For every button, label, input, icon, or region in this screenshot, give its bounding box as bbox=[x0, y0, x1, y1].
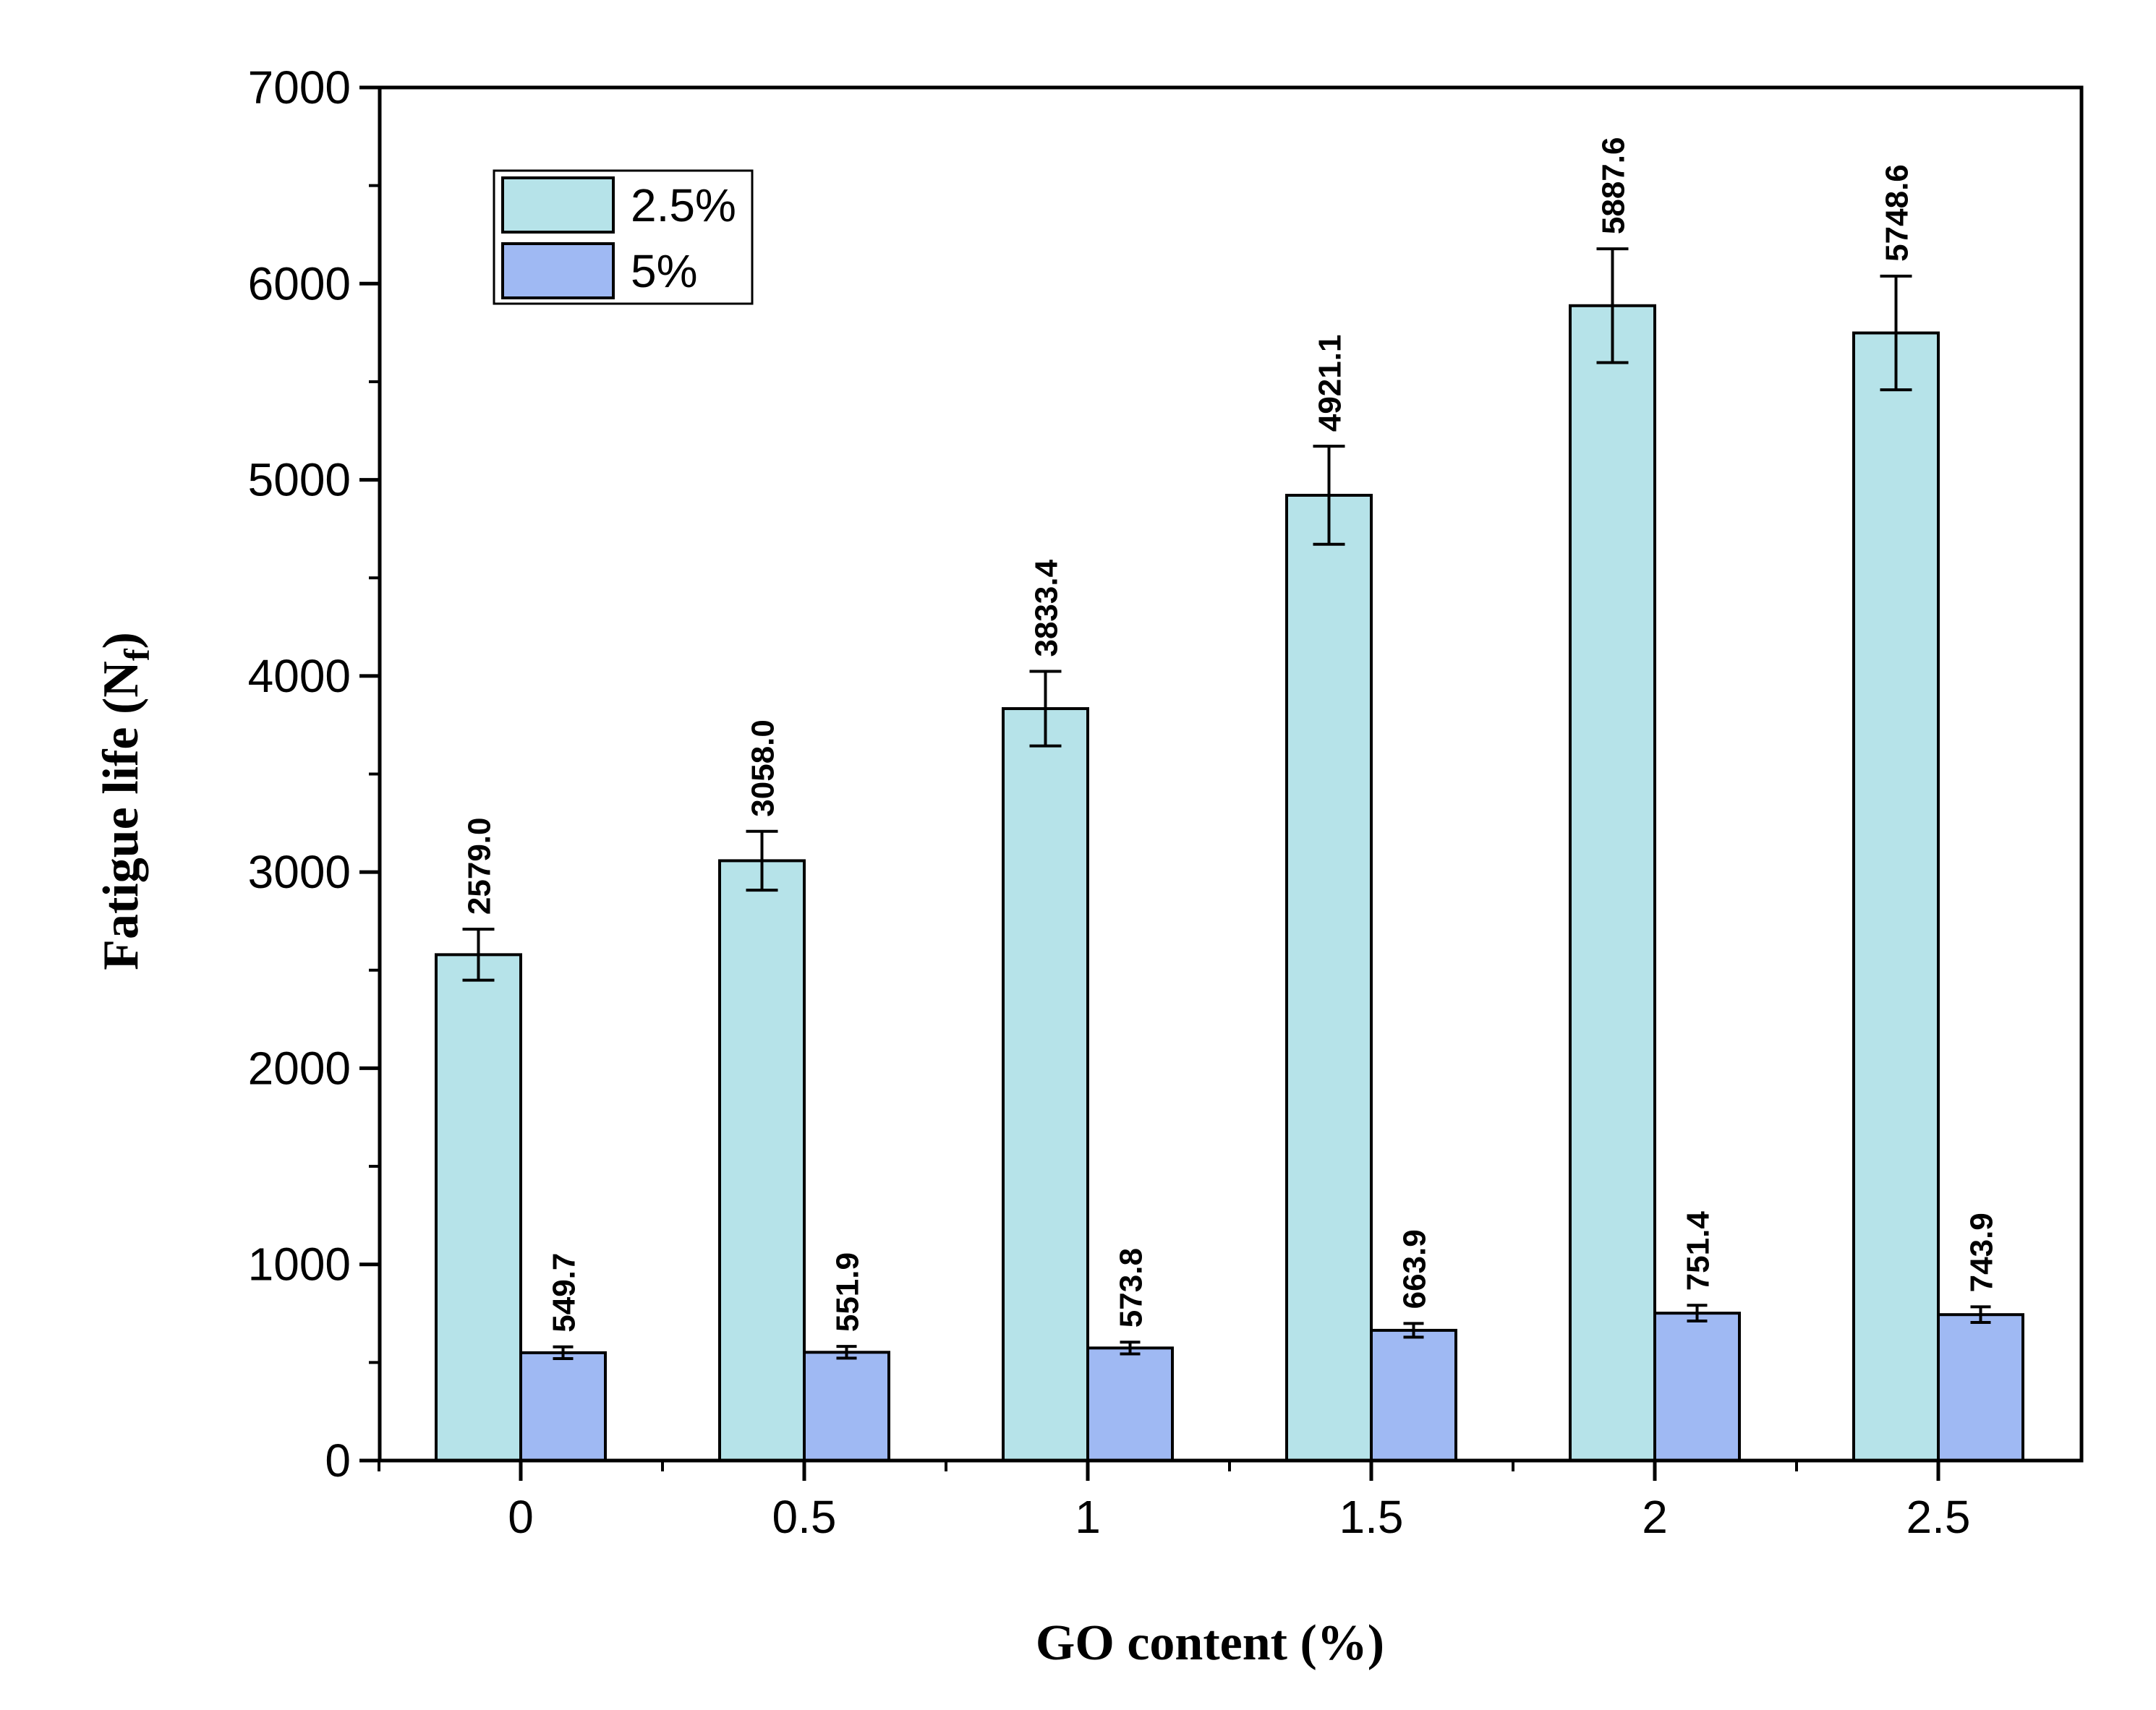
y-axis-title: Fatigue life (Nf) bbox=[93, 632, 157, 970]
y-tick-label-3000: 3000 bbox=[248, 846, 351, 898]
error-bar-5-percent-2 bbox=[1687, 1304, 1708, 1323]
y-tick-label-2000: 2000 bbox=[248, 1042, 351, 1094]
axes-layer: 0 1000 2000 3000 4000 5000 6000 7000 0 0.5 1 1.5 2 2.… bbox=[248, 61, 2084, 1543]
x-tick-label-2-5: 2.5 bbox=[1906, 1491, 1971, 1543]
data-label-2-5-percent-2-5: 5748.6 bbox=[1880, 164, 1915, 262]
bars-layer bbox=[435, 304, 2024, 1463]
error-bar-2-5-percent-0 bbox=[462, 928, 495, 982]
error-bar-2-5-percent-0-5 bbox=[746, 829, 778, 892]
bar-2-5-percent-2 bbox=[1569, 304, 1656, 1463]
y-tick-label-4000: 4000 bbox=[248, 650, 351, 702]
error-bar-2-5-percent-2 bbox=[1596, 247, 1629, 364]
error-bar-5-percent-1 bbox=[1120, 1341, 1141, 1356]
legend-swatch-2-5-percent bbox=[501, 176, 615, 234]
bar-2-5-percent-1 bbox=[1002, 707, 1089, 1462]
data-label-2-5-percent-0: 2579.0 bbox=[462, 818, 498, 915]
y-axis-title-main: Fatigue life (N bbox=[93, 661, 149, 970]
error-bar-2-5-percent-2-5 bbox=[1880, 274, 1912, 392]
bar-5-percent-0-5 bbox=[803, 1351, 890, 1463]
legend-swatch-5-percent bbox=[501, 242, 615, 299]
bar-2-5-percent-1-5 bbox=[1285, 493, 1373, 1463]
y-tick-label-7000: 7000 bbox=[248, 61, 351, 114]
data-label-2-5-percent-1-5: 4921.1 bbox=[1313, 335, 1348, 432]
x-tick-label-0-5: 0.5 bbox=[772, 1491, 837, 1543]
legend-label-5-percent: 5% bbox=[631, 245, 698, 297]
data-label-2-5-percent-2: 5887.6 bbox=[1596, 137, 1632, 235]
data-label-5-percent-2: 751.4 bbox=[1681, 1211, 1716, 1291]
error-bar-5-percent-0 bbox=[553, 1345, 574, 1361]
bar-5-percent-2 bbox=[1653, 1312, 1741, 1462]
y-tick-label-1000: 1000 bbox=[248, 1239, 351, 1291]
bar-5-percent-1-5 bbox=[1370, 1328, 1457, 1463]
data-label-2-5-percent-1: 3833.4 bbox=[1029, 559, 1065, 657]
data-label-5-percent-1: 573.8 bbox=[1114, 1248, 1149, 1328]
error-bar-5-percent-2-5 bbox=[1970, 1305, 1991, 1325]
bar-2-5-percent-0 bbox=[435, 953, 522, 1462]
y-tick-label-0: 0 bbox=[325, 1435, 351, 1487]
legend-label-2-5-percent: 2.5% bbox=[631, 179, 736, 231]
data-label-2-5-percent-0-5: 3058.0 bbox=[746, 719, 781, 817]
x-tick-label-2: 2 bbox=[1642, 1491, 1668, 1543]
error-bar-2-5-percent-1-5 bbox=[1313, 445, 1345, 546]
data-label-5-percent-2-5: 743.9 bbox=[1964, 1213, 2000, 1292]
y-tick-label-6000: 6000 bbox=[248, 257, 351, 309]
data-label-5-percent-0-5: 551.9 bbox=[830, 1252, 866, 1332]
bar-2-5-percent-2-5 bbox=[1852, 331, 1940, 1462]
x-tick-label-1-5: 1.5 bbox=[1339, 1491, 1404, 1543]
legend: 2.5% 5% bbox=[493, 169, 754, 305]
x-axis-title: GO content (%) bbox=[1036, 1615, 1384, 1671]
error-bar-5-percent-0-5 bbox=[836, 1345, 857, 1360]
bar-2-5-percent-0-5 bbox=[718, 859, 806, 1463]
y-axis-title-close: ) bbox=[93, 632, 149, 649]
data-labels-layer: 2579.0 3058.0 3833.4 4921.1 5887.6 5748.6 549.… bbox=[462, 137, 2000, 1333]
y-tick-label-5000: 5000 bbox=[248, 454, 351, 506]
bar-5-percent-2-5 bbox=[1937, 1313, 2024, 1462]
x-tick-label-1: 1 bbox=[1075, 1491, 1101, 1543]
x-tick-label-0: 0 bbox=[508, 1491, 534, 1543]
bar-5-percent-0 bbox=[519, 1351, 607, 1463]
error-bars-layer bbox=[462, 247, 1991, 1361]
data-label-5-percent-1-5: 663.9 bbox=[1397, 1229, 1433, 1309]
bar-5-percent-1 bbox=[1086, 1346, 1174, 1463]
y-axis-title-subscript: f bbox=[116, 648, 157, 661]
error-bar-5-percent-1-5 bbox=[1403, 1322, 1424, 1339]
error-bar-2-5-percent-1 bbox=[1029, 670, 1062, 748]
data-label-5-percent-0: 549.7 bbox=[547, 1253, 582, 1333]
